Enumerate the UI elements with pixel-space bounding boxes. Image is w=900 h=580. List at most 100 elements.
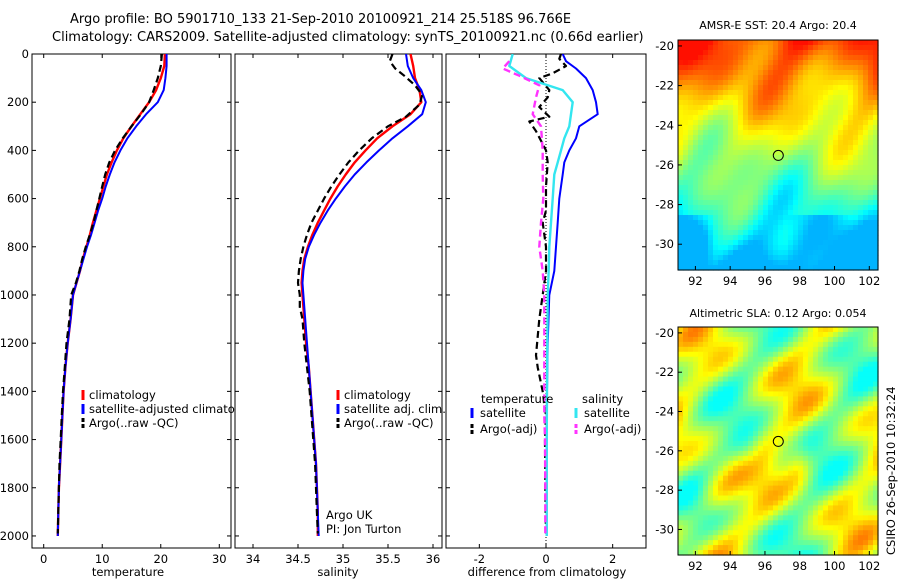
heatmap-cell: [828, 205, 834, 211]
heatmap-cell: [798, 525, 804, 531]
heatmap-cell: [873, 105, 879, 111]
heatmap-cell: [758, 70, 764, 76]
heatmap-cell: [698, 470, 704, 477]
heatmap-cell: [723, 90, 729, 96]
heatmap-cell: [753, 361, 759, 368]
heatmap-cell: [763, 230, 769, 236]
heatmap-cell: [688, 327, 694, 333]
heatmap-cell: [838, 220, 844, 226]
heatmap-cell: [708, 416, 714, 422]
heatmap-cell: [758, 210, 764, 216]
heatmap-cell: [788, 460, 794, 467]
heatmap-cell: [788, 200, 794, 206]
heatmap-cell: [688, 80, 694, 86]
heatmap-cell: [733, 465, 739, 472]
heatmap-cell: [838, 540, 844, 546]
heatmap-cell: [838, 185, 844, 191]
heatmap-cell: [698, 110, 704, 116]
heatmap-cell: [873, 520, 879, 526]
heatmap-cell: [678, 145, 684, 151]
heatmap-cell: [778, 530, 784, 536]
heatmap-cell: [723, 421, 729, 427]
heatmap-cell: [758, 125, 764, 131]
heatmap-cell: [718, 210, 724, 216]
heatmap-cell: [713, 341, 719, 348]
heatmap-cell: [868, 550, 874, 556]
heatmap-cell: [783, 396, 789, 402]
heatmap-cell: [678, 510, 684, 516]
heatmap-cell: [723, 260, 729, 266]
heatmap-cell: [698, 170, 704, 176]
heatmap-cell: [693, 391, 699, 397]
heatmap-cell: [698, 366, 704, 373]
heatmap-cell: [873, 475, 879, 482]
heatmap-cell: [698, 175, 704, 181]
heatmap-cell: [838, 356, 844, 363]
heatmap-cell: [813, 436, 819, 442]
heatmap-cell: [873, 411, 879, 417]
heatmap-cell: [838, 366, 844, 373]
heatmap-cell: [688, 396, 694, 402]
heatmap-cell: [858, 145, 864, 151]
heatmap-cell: [778, 426, 784, 432]
heatmap-cell: [748, 431, 754, 437]
heatmap-cell: [718, 145, 724, 151]
heatmap-cell: [788, 336, 794, 343]
heatmap-cell: [723, 55, 729, 61]
heatmap-cell: [793, 265, 799, 271]
heatmap-cell: [858, 500, 864, 507]
heatmap-cell: [703, 485, 709, 492]
heatmap-cell: [758, 550, 764, 556]
heatmap-cell: [803, 205, 809, 211]
heatmap-cell: [858, 535, 864, 541]
heatmap-cell: [843, 220, 849, 226]
heatmap-cell: [843, 485, 849, 492]
heatmap-cell: [678, 195, 684, 201]
heatmap-cell: [798, 530, 804, 536]
heatmap-cell: [803, 495, 809, 502]
heatmap-cell: [728, 386, 734, 393]
heatmap-cell: [743, 406, 749, 412]
heatmap-cell: [683, 40, 689, 46]
heatmap-cell: [728, 120, 734, 126]
heatmap-cell: [738, 150, 744, 156]
heatmap-cell: [788, 386, 794, 393]
heatmap-cell: [808, 135, 814, 141]
heatmap-cell: [693, 170, 699, 176]
heatmap-cell: [683, 130, 689, 136]
heatmap-cell: [863, 125, 869, 131]
heatmap-cell: [723, 140, 729, 146]
heatmap-cell: [848, 115, 854, 121]
heatmap-cell: [808, 465, 814, 472]
heatmap-cell: [828, 240, 834, 246]
heatmap-cell: [738, 445, 744, 452]
heatmap-cell: [798, 175, 804, 181]
heatmap-cell: [863, 90, 869, 96]
heatmap-cell: [813, 155, 819, 161]
heatmap-cell: [868, 145, 874, 151]
heatmap-cell: [863, 185, 869, 191]
heatmap-cell: [843, 100, 849, 106]
heatmap-cell: [843, 356, 849, 363]
heatmap-cell: [763, 75, 769, 81]
heatmap-cell: [808, 245, 814, 251]
heatmap-cell: [768, 416, 774, 422]
heatmap-cell: [728, 475, 734, 482]
heatmap-cell: [813, 100, 819, 106]
heatmap-cell: [823, 85, 829, 91]
heatmap-cell: [858, 455, 864, 462]
heatmap-cell: [808, 436, 814, 442]
heatmap-cell: [708, 396, 714, 402]
heatmap-cell: [838, 130, 844, 136]
heatmap-cell: [738, 45, 744, 51]
heatmap-cell: [723, 45, 729, 51]
heatmap-cell: [773, 70, 779, 76]
heatmap-cell: [718, 540, 724, 546]
heatmap-cell: [813, 416, 819, 422]
heatmap-cell: [803, 475, 809, 482]
heatmap-cell: [723, 535, 729, 541]
heatmap-cell: [853, 90, 859, 96]
heatmap-cell: [808, 431, 814, 437]
heatmap-cell: [803, 175, 809, 181]
heatmap-cell: [748, 520, 754, 526]
